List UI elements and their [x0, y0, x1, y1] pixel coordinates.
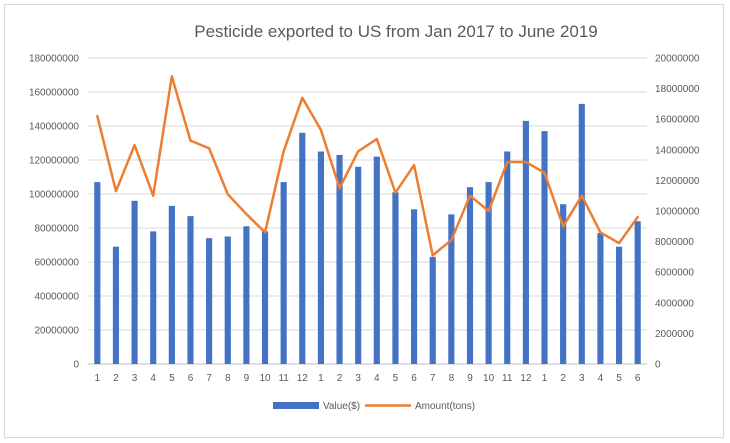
bar: [243, 226, 250, 364]
bar: [187, 216, 194, 364]
bar: [299, 132, 306, 364]
x-tick-label: 3: [132, 373, 138, 384]
y-left-tick-label: 100000000: [29, 190, 79, 201]
y-left-tick-label: 0: [73, 360, 79, 371]
bar: [615, 246, 623, 364]
y-right-tick-label: 18000000: [655, 84, 700, 95]
x-tick-label: 3: [579, 373, 585, 384]
y-right-tick-label: 14000000: [655, 145, 700, 156]
x-tick-label: 2: [113, 373, 119, 384]
y-right-tick-label: 10000000: [655, 207, 700, 218]
y-left-tick-label: 160000000: [29, 88, 79, 99]
x-tick-label: 5: [393, 373, 399, 384]
y-left-tick-label: 20000000: [35, 326, 80, 337]
x-tick-label: 6: [411, 373, 417, 384]
x-tick-label: 12: [297, 373, 309, 384]
x-tick-label: 11: [502, 373, 513, 384]
x-tick-label: 7: [430, 373, 436, 384]
y-axis-left: 0 20000000 40000000 60000000 80000000 1000000…: [29, 54, 80, 371]
bar: [504, 151, 511, 364]
y-right-tick-label: 2000000: [655, 329, 694, 340]
bar: [560, 204, 567, 364]
x-tick-label: 10: [259, 373, 271, 384]
bar: [634, 221, 641, 364]
x-tick-label: 1: [542, 373, 548, 384]
y-right-tick-label: 0: [655, 360, 661, 371]
bar: [280, 182, 287, 364]
bar: [522, 120, 529, 365]
bar: [206, 238, 213, 364]
legend: Value($) Amount(tons): [273, 401, 475, 412]
chart-frame: [4, 4, 724, 438]
x-tick-label: 4: [598, 373, 604, 384]
bar: [317, 151, 324, 364]
x-tick-label: 3: [355, 373, 361, 384]
x-axis: 1 2 3 4 5 6 7 8 9 10 11 12 1 2 3 4 5 6 7 8 9 10 11 12 1 2 3 4 5 6: [95, 373, 641, 384]
bar: [541, 131, 548, 364]
y-left-tick-label: 40000000: [35, 292, 80, 303]
bar: [373, 156, 380, 364]
y-left-tick-label: 80000000: [35, 224, 80, 235]
gridlines: [88, 57, 647, 365]
bar: [168, 205, 175, 364]
x-tick-label: 9: [467, 373, 473, 384]
bar: [150, 231, 157, 364]
bar: [224, 236, 231, 364]
line-series-amount: [96, 75, 639, 257]
x-tick-label: 4: [374, 373, 380, 384]
y-right-tick-label: 4000000: [655, 298, 694, 309]
bar: [112, 246, 120, 364]
chart-title: Pesticide exported to US from Jan 2017 t…: [194, 22, 598, 41]
bar: [336, 154, 343, 364]
x-tick-label: 7: [206, 373, 212, 384]
bar: [448, 214, 455, 364]
y-right-tick-label: 8000000: [655, 237, 694, 248]
x-tick-label: 5: [169, 373, 175, 384]
x-tick-label: 6: [188, 373, 194, 384]
x-tick-label: 12: [520, 373, 532, 384]
x-tick-label: 2: [337, 373, 343, 384]
bar: [94, 182, 101, 364]
bar: [597, 233, 604, 364]
bar: [578, 103, 585, 365]
bar: [429, 256, 436, 364]
y-right-tick-label: 12000000: [655, 176, 700, 187]
x-tick-label: 1: [95, 373, 101, 384]
legend-swatch-value: [273, 402, 319, 409]
y-right-tick-label: 20000000: [655, 54, 700, 65]
bar: [131, 200, 138, 364]
y-left-tick-label: 60000000: [35, 258, 80, 269]
bar: [392, 192, 399, 364]
y-left-tick-label: 120000000: [29, 156, 79, 167]
bar: [466, 187, 474, 364]
x-tick-label: 11: [278, 373, 289, 384]
bar: [261, 231, 269, 364]
x-tick-label: 8: [225, 373, 231, 384]
y-left-tick-label: 180000000: [29, 54, 79, 65]
y-axis-right: 0 2000000 4000000 6000000 8000000 10000000 120…: [655, 54, 700, 371]
bar: [485, 182, 492, 364]
x-tick-label: 6: [635, 373, 641, 384]
legend-label-amount: Amount(tons): [415, 401, 475, 412]
x-tick-label: 5: [616, 373, 622, 384]
x-tick-label: 8: [449, 373, 455, 384]
bar-series: [94, 103, 641, 365]
x-tick-label: 4: [150, 373, 156, 384]
y-right-tick-label: 6000000: [655, 268, 694, 279]
x-tick-label: 9: [244, 373, 250, 384]
bar: [411, 209, 418, 364]
y-left-tick-label: 140000000: [29, 122, 79, 133]
x-tick-label: 2: [560, 373, 566, 384]
x-tick-label: 10: [483, 373, 495, 384]
x-tick-label: 1: [318, 373, 324, 384]
legend-label-value: Value($): [323, 401, 360, 412]
bar: [355, 166, 362, 364]
y-right-tick-label: 16000000: [655, 115, 700, 126]
